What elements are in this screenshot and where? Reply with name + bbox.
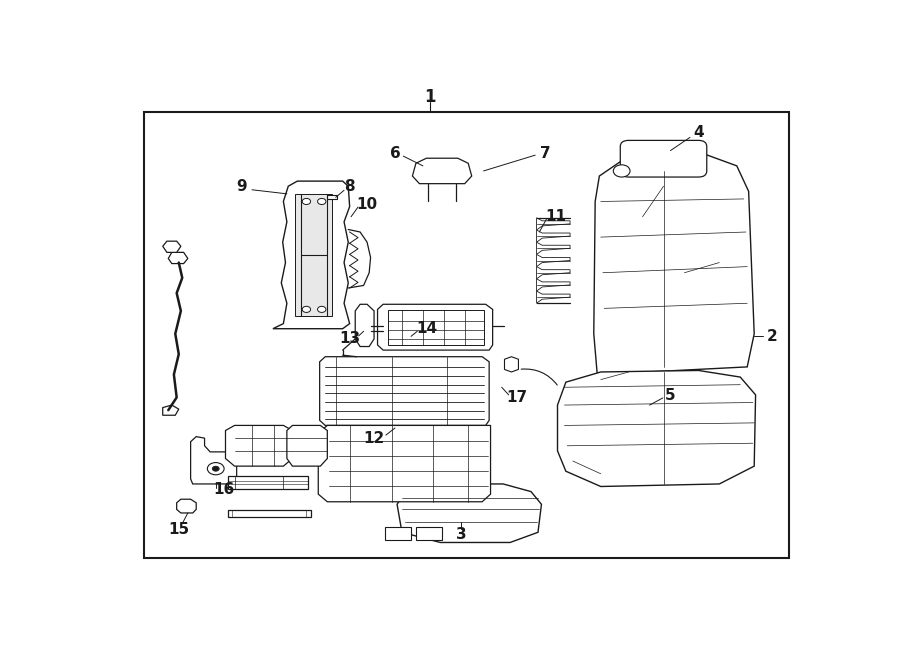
Polygon shape <box>594 153 754 375</box>
Bar <box>384 527 411 540</box>
Text: 5: 5 <box>665 389 676 403</box>
Polygon shape <box>356 304 374 346</box>
Polygon shape <box>505 357 518 372</box>
Circle shape <box>318 306 326 313</box>
Polygon shape <box>536 242 570 254</box>
Text: 15: 15 <box>168 522 189 537</box>
Polygon shape <box>536 217 570 230</box>
Polygon shape <box>536 254 570 266</box>
FancyBboxPatch shape <box>620 140 706 177</box>
Polygon shape <box>273 181 349 329</box>
Polygon shape <box>163 241 181 253</box>
Bar <box>144 112 789 558</box>
Bar <box>416 527 443 540</box>
Polygon shape <box>176 499 196 513</box>
Text: 17: 17 <box>507 390 527 405</box>
Text: 14: 14 <box>416 321 436 336</box>
Circle shape <box>212 466 220 471</box>
Polygon shape <box>412 158 472 184</box>
Text: 3: 3 <box>456 527 466 542</box>
Text: 12: 12 <box>364 431 384 446</box>
Polygon shape <box>397 484 542 543</box>
Text: 6: 6 <box>390 145 400 161</box>
Text: 1: 1 <box>424 88 436 106</box>
Text: 16: 16 <box>213 482 235 496</box>
Polygon shape <box>536 230 570 242</box>
Bar <box>228 510 311 517</box>
Polygon shape <box>557 370 756 486</box>
Polygon shape <box>320 357 490 426</box>
Text: 10: 10 <box>356 196 378 212</box>
Text: 2: 2 <box>766 329 777 344</box>
Polygon shape <box>536 266 570 279</box>
Text: 8: 8 <box>345 178 355 194</box>
Polygon shape <box>191 437 237 484</box>
Text: 11: 11 <box>544 210 566 224</box>
Polygon shape <box>163 405 179 415</box>
Circle shape <box>613 165 630 177</box>
Text: 13: 13 <box>339 331 360 346</box>
Circle shape <box>318 198 326 204</box>
Polygon shape <box>536 291 570 303</box>
Polygon shape <box>536 279 570 291</box>
Text: 7: 7 <box>540 145 550 161</box>
Bar <box>228 477 308 489</box>
Polygon shape <box>328 196 338 199</box>
Circle shape <box>207 463 224 475</box>
Bar <box>388 311 484 345</box>
Polygon shape <box>319 426 490 502</box>
Circle shape <box>302 306 310 313</box>
Polygon shape <box>226 426 292 466</box>
Text: 9: 9 <box>236 178 247 194</box>
Text: 4: 4 <box>693 126 704 140</box>
Circle shape <box>302 198 310 204</box>
Polygon shape <box>295 194 332 316</box>
Polygon shape <box>378 304 492 350</box>
Polygon shape <box>287 426 328 466</box>
Polygon shape <box>168 253 188 264</box>
